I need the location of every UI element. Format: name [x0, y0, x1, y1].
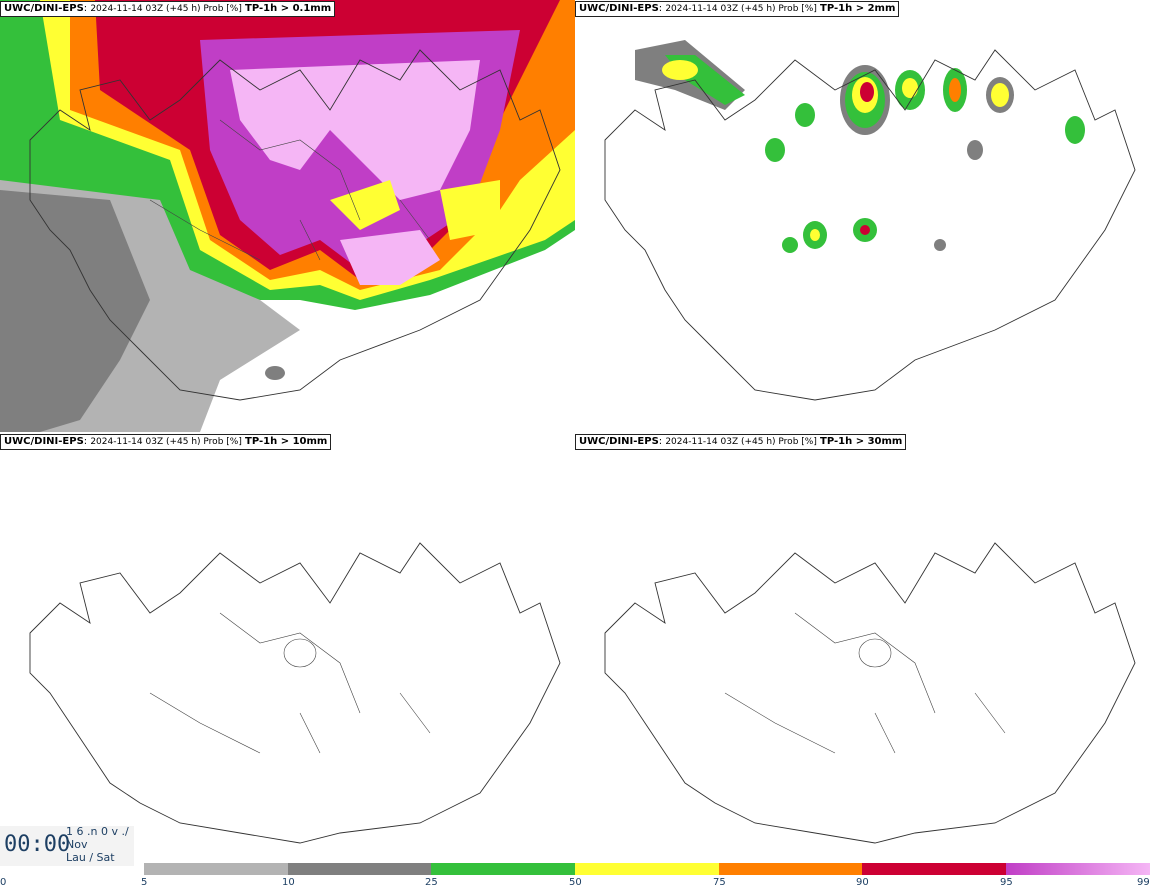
valid-month: Nov	[66, 838, 88, 851]
colorbar-tick: 5	[141, 877, 148, 888]
map-panel-tp-2mm: UWC/DINI-EPS: 2024-11-14 03Z (+45 h) Pro…	[575, 0, 1150, 432]
colorbar-segment-50	[575, 863, 719, 875]
colorbar-tick: 25	[425, 877, 438, 888]
panel-title: UWC/DINI-EPS: 2024-11-14 03Z (+45 h) Pro…	[575, 434, 907, 450]
colorbar-segment-90	[862, 863, 1006, 875]
panel-title: UWC/DINI-EPS: 2024-11-14 03Z (+45 h) Pro…	[575, 1, 900, 17]
colorbar-tick: 95	[1000, 877, 1013, 888]
map-canvas	[575, 433, 1150, 865]
map-canvas	[0, 0, 575, 432]
colorbar-tick: 10	[282, 877, 295, 888]
map-canvas	[0, 433, 575, 865]
colorbar-segment-75	[719, 863, 862, 875]
map-canvas	[575, 0, 1150, 432]
map-panel-tp-10mm: UWC/DINI-EPS: 2024-11-14 03Z (+45 h) Pro…	[0, 433, 575, 865]
map-panel-tp-30mm: UWC/DINI-EPS: 2024-11-14 03Z (+45 h) Pro…	[575, 433, 1150, 865]
colorbar-segment-25	[431, 863, 575, 875]
colorbar-segment-10	[288, 863, 431, 875]
colorbar-tick: 75	[713, 877, 726, 888]
colorbar-tick: 0	[0, 877, 7, 888]
valid-time: 00:00	[4, 832, 71, 857]
colorbar-tick: 90	[856, 877, 869, 888]
map-panel-tp-0.1mm: UWC/DINI-EPS: 2024-11-14 03Z (+45 h) Pro…	[0, 0, 575, 432]
panel-title: UWC/DINI-EPS: 2024-11-14 03Z (+45 h) Pro…	[0, 1, 336, 17]
colorbar-segment-5	[144, 863, 288, 875]
panel-title: UWC/DINI-EPS: 2024-11-14 03Z (+45 h) Pro…	[0, 434, 332, 450]
colorbar-tick: 50	[569, 877, 582, 888]
valid-day: Lau / Sat	[66, 851, 115, 864]
colorbar-segment-95	[1006, 863, 1150, 875]
valid-time-box: 00:00 1 6 .n 0 v ./ Nov Lau / Sat	[0, 826, 134, 866]
colorbar-tick: 99	[1137, 877, 1150, 888]
valid-date: 1 6 .n 0 v ./	[66, 825, 129, 838]
